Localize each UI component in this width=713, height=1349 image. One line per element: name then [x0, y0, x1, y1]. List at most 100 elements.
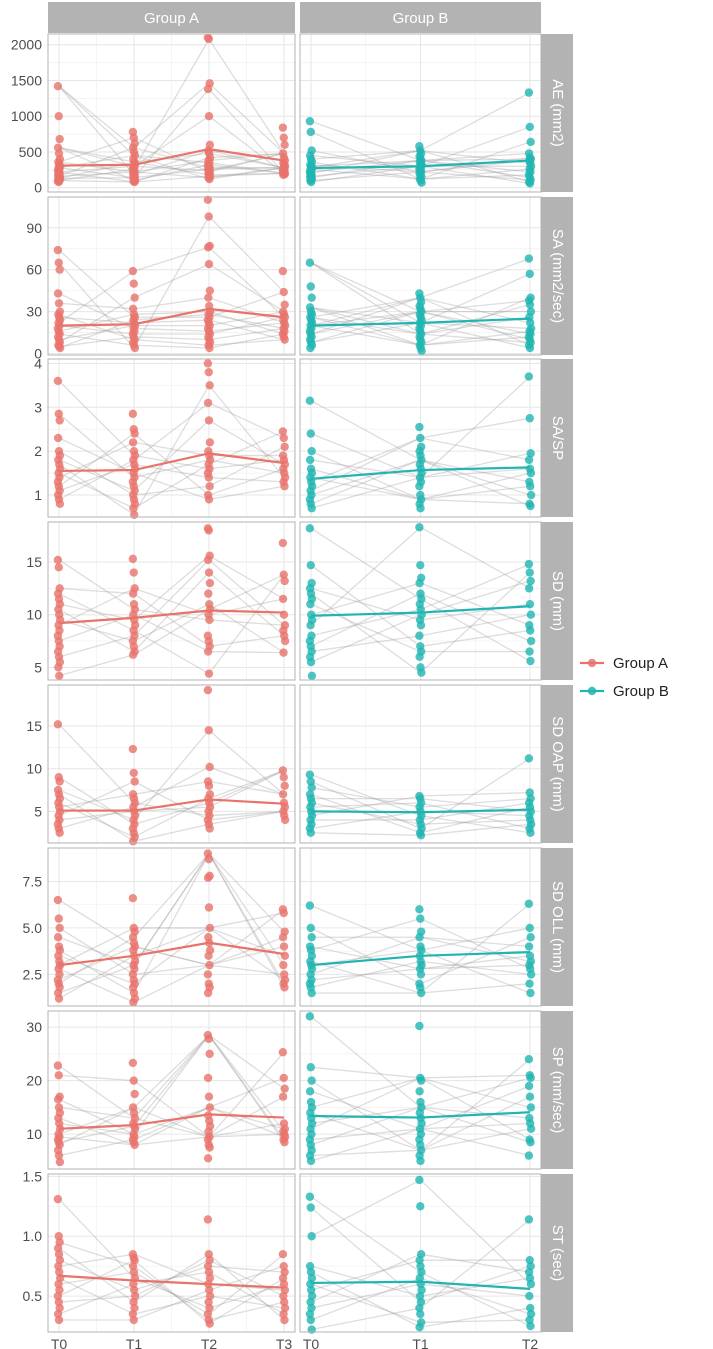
- data-point: [204, 781, 214, 790]
- panel-border: [47, 196, 296, 356]
- individual-trajectory: [58, 1277, 285, 1315]
- data-point: [526, 490, 536, 500]
- data-point: [204, 34, 213, 44]
- data-point: [278, 266, 288, 276]
- data-point: [307, 504, 316, 513]
- data-point: [205, 762, 214, 772]
- data-point: [278, 594, 288, 604]
- data-point: [306, 1156, 316, 1166]
- data-point: [526, 1138, 535, 1147]
- y-tick-label: 1000: [11, 108, 42, 124]
- individual-trajectory: [58, 1259, 285, 1303]
- individual-trajectory: [58, 1077, 285, 1157]
- group-mean-line: [310, 605, 531, 617]
- column-strip: [48, 2, 295, 33]
- data-point: [204, 726, 213, 735]
- group-mean-line: [310, 159, 531, 170]
- y-tick-label: 2.5: [23, 966, 43, 982]
- y-tick-label: 10: [26, 1126, 42, 1142]
- data-point: [54, 563, 63, 572]
- data-point: [203, 555, 213, 565]
- individual-trajectory: [58, 723, 285, 817]
- data-point: [525, 414, 534, 423]
- y-tick-label: 0.5: [23, 1288, 43, 1304]
- data-point: [416, 504, 425, 513]
- individual-trajectory: [58, 136, 285, 173]
- data-point: [305, 1192, 315, 1201]
- data-point: [53, 1061, 63, 1070]
- x-tick-label: T0: [51, 1336, 68, 1349]
- data-point: [278, 790, 288, 799]
- x-tick-label: T0: [303, 1336, 320, 1349]
- group-mean-line: [58, 941, 285, 967]
- y-tick-label: 7.5: [23, 873, 43, 889]
- data-point: [130, 1089, 139, 1099]
- data-point: [205, 615, 214, 625]
- individual-trajectory: [58, 927, 285, 985]
- data-point: [54, 258, 63, 267]
- panel-border: [47, 358, 296, 518]
- individual-trajectory: [58, 793, 285, 842]
- data-point: [203, 1073, 213, 1083]
- individual-trajectory: [58, 37, 285, 182]
- data-point: [416, 1076, 426, 1085]
- data-point: [278, 933, 288, 942]
- data-point: [306, 657, 316, 667]
- row-strip-label: ST (sec): [549, 1225, 566, 1281]
- individual-trajectory: [58, 154, 285, 180]
- data-point: [205, 1103, 215, 1112]
- data-point: [305, 258, 315, 267]
- data-point: [525, 300, 535, 309]
- data-point: [203, 398, 213, 408]
- data-point: [203, 988, 213, 998]
- x-tick-label: T2: [201, 1336, 218, 1349]
- row-strip: [541, 1174, 573, 1332]
- data-point: [54, 914, 63, 923]
- data-point: [130, 293, 139, 302]
- data-point: [129, 998, 138, 1007]
- data-point: [205, 482, 214, 491]
- data-point: [525, 923, 534, 933]
- individual-trajectory: [58, 852, 285, 988]
- data-point: [306, 1203, 315, 1212]
- panel-border: [299, 1010, 542, 1170]
- group-mean-line: [310, 317, 531, 327]
- data-point: [415, 652, 424, 662]
- data-point: [204, 293, 213, 302]
- data-point: [526, 636, 536, 646]
- data-point: [306, 429, 315, 438]
- y-tick-label: 15: [26, 554, 42, 570]
- data-point: [130, 429, 139, 438]
- individual-trajectory: [58, 1271, 285, 1315]
- data-point: [205, 960, 214, 970]
- data-point: [279, 433, 288, 443]
- data-point: [415, 1087, 424, 1096]
- row-strip: [541, 197, 573, 355]
- data-point: [526, 1124, 536, 1134]
- individual-trajectory: [58, 402, 285, 501]
- group-mean-line: [58, 452, 285, 473]
- data-point: [54, 299, 64, 308]
- individual-trajectory: [58, 85, 285, 176]
- data-point: [128, 438, 138, 447]
- panel-border: [299, 521, 542, 681]
- data-point: [524, 899, 534, 908]
- data-point: [526, 468, 536, 478]
- data-point: [306, 343, 315, 353]
- column-strip-label: Group B: [393, 10, 449, 27]
- panel-border: [299, 33, 542, 193]
- data-point: [203, 685, 213, 695]
- data-point: [279, 570, 288, 579]
- individual-trajectory: [58, 246, 285, 324]
- data-point: [54, 1071, 63, 1080]
- legend-point: [587, 686, 597, 696]
- data-point: [53, 720, 63, 729]
- data-point: [55, 343, 65, 353]
- data-point: [53, 555, 63, 565]
- data-point: [526, 970, 536, 979]
- row-strip-label: SD OLL (mm): [549, 881, 566, 973]
- data-point: [205, 174, 214, 184]
- data-point: [526, 988, 535, 998]
- panel-border: [47, 1010, 296, 1170]
- group-mean-line: [59, 798, 285, 812]
